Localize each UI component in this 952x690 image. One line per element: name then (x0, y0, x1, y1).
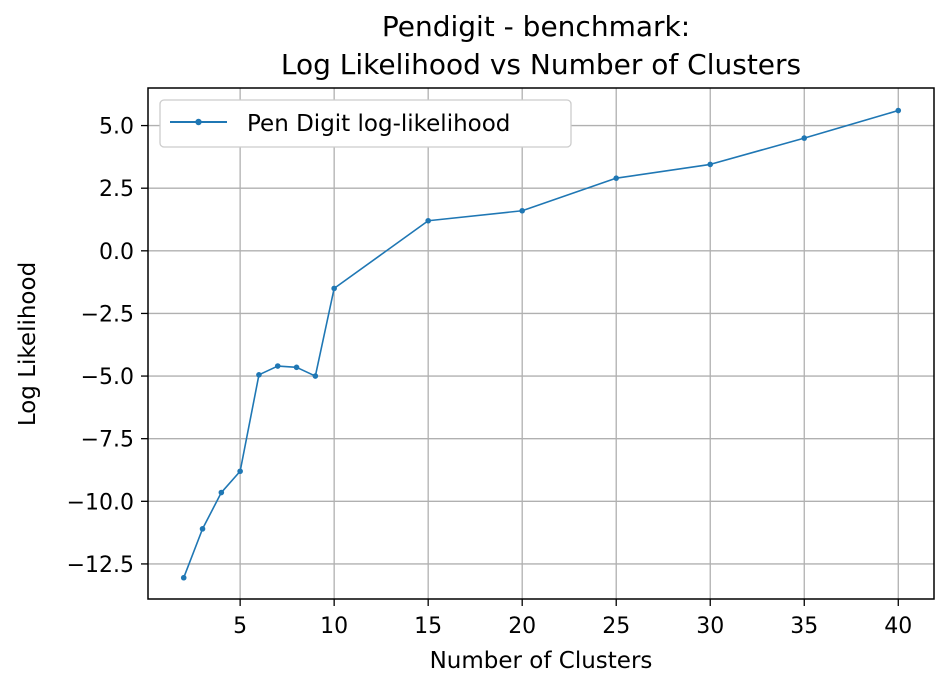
y-tick-label: −10.0 (67, 490, 134, 515)
x-tick-label: 5 (233, 614, 247, 639)
x-tick-label: 30 (696, 614, 724, 639)
y-tick-label: −2.5 (81, 302, 134, 327)
data-point (801, 135, 808, 141)
series-layer (180, 107, 902, 581)
data-point (237, 468, 243, 475)
legend-marker-sample (195, 118, 202, 126)
data-point (425, 217, 431, 224)
data-point (519, 207, 525, 214)
data-point (180, 574, 187, 581)
x-axis-label: Number of Clusters (430, 648, 653, 674)
y-tick-label: 0.0 (99, 240, 134, 265)
y-tick-label: 2.5 (99, 177, 134, 202)
ticks: 5 10 15 20 25 30 35 40 5.0 2.5 0.0 −2.5 −5.0 −7.5 −10.… (67, 115, 913, 639)
data-point (274, 363, 281, 369)
x-tick-label: 10 (320, 614, 348, 639)
legend-label: Pen Digit log-likelihood (247, 111, 510, 137)
data-point (293, 364, 300, 371)
x-tick-label: 40 (884, 614, 912, 639)
chart-title-line-2: Log Likelihood vs Number of Clusters (281, 48, 801, 81)
data-point (331, 285, 337, 292)
data-point (707, 161, 714, 168)
y-tick-label: −7.5 (81, 428, 134, 453)
y-tick-label: 5.0 (99, 115, 134, 140)
y-axis-label: Log Likelihood (15, 262, 41, 426)
data-point (613, 175, 620, 181)
data-point (256, 372, 262, 378)
y-tick-label: −5.0 (81, 365, 134, 390)
data-point (199, 526, 206, 532)
data-point (895, 107, 902, 114)
x-tick-label: 25 (602, 614, 630, 639)
data-point (312, 373, 319, 379)
x-tick-label: 35 (790, 614, 818, 639)
x-tick-label: 15 (414, 614, 442, 639)
chart-title-line-1: Pendigit - benchmark: (382, 10, 690, 43)
data-point (218, 489, 225, 496)
legend-box (159, 99, 572, 148)
legend: Pen Digit log-likelihood (159, 99, 572, 148)
plot-frame (147, 87, 935, 600)
y-tick-label: −12.5 (67, 553, 134, 578)
x-tick-label: 20 (508, 614, 536, 639)
